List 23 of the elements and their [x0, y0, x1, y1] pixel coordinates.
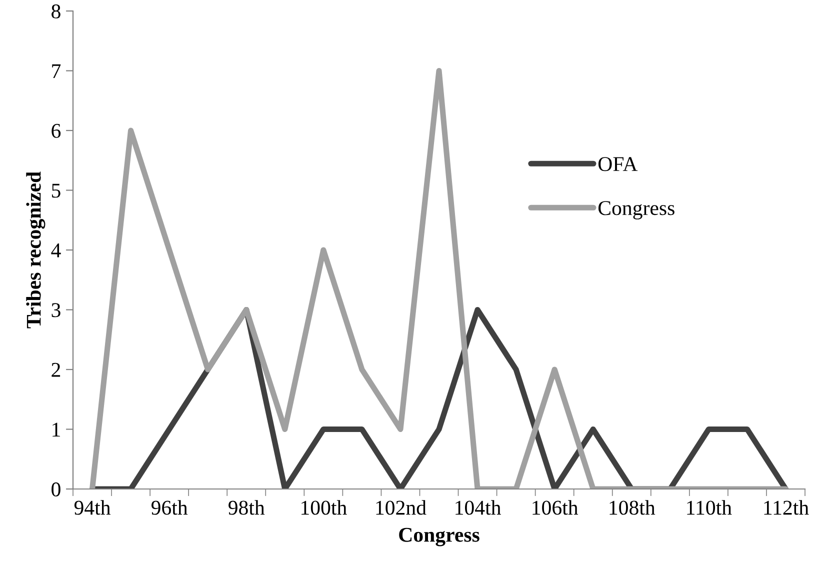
x-tick-label: 102nd [376, 500, 426, 515]
y-tick-label: 8 [52, 4, 60, 18]
y-tick-label: 6 [52, 124, 61, 138]
x-tick-label: 96th [151, 500, 188, 515]
y-tick-label: 5 [52, 184, 60, 198]
y-tick-label: 1 [52, 422, 60, 436]
x-tick-label: 98th [228, 500, 265, 515]
x-tick-label: 94th [74, 500, 111, 515]
x-tick-label: 104th [456, 500, 501, 515]
x-tick-label: 100th [302, 500, 347, 515]
y-tick-label: 3 [52, 303, 60, 318]
y-axis-title: Tribes recognized [26, 172, 46, 328]
legend-label: Congress [598, 201, 674, 220]
legend-label: OFA [598, 157, 638, 172]
x-tick-label: 110th [687, 500, 732, 515]
x-tick-label: 108th [610, 500, 656, 515]
x-tick-label: 112th [764, 500, 809, 515]
x-axis-title: Congress [399, 528, 480, 546]
y-tick-label: 7 [52, 64, 61, 78]
y-tick-label: 2 [52, 362, 60, 377]
y-tick-label: 4 [51, 244, 61, 258]
y-tick-label: 0 [52, 482, 60, 496]
x-tick-label: 106th [532, 500, 578, 515]
